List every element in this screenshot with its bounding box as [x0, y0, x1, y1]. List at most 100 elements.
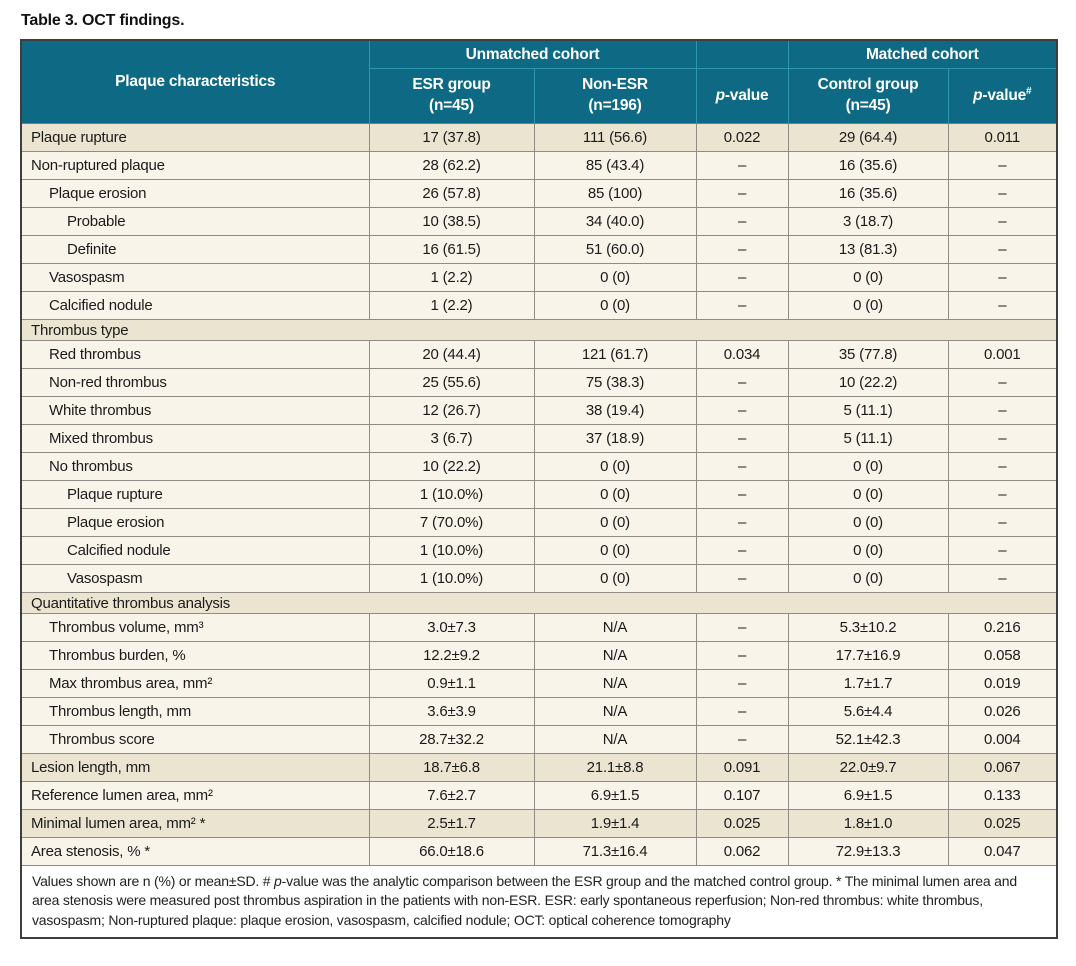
value-cell: – — [695, 207, 789, 236]
value-cell: 1.9±1.4 — [533, 809, 697, 838]
table-row: Thrombus burden, % 12.2±9.2 N/A –17.7±16.9 0… — [20, 641, 1058, 670]
value-cell: 37 (18.9) — [533, 424, 697, 453]
value-cell: 0.107 — [695, 781, 789, 810]
header-plaque-characteristics: Plaque characteristics — [20, 39, 370, 124]
header-esr-group: ESR group (n=45) — [368, 68, 535, 124]
value-cell: 0 (0) — [533, 452, 697, 481]
value-cell: 0.058 — [947, 641, 1058, 670]
table-row: Calcified nodule 1 (2.2) 0 (0) –0 (0) – — [20, 291, 1058, 320]
table-footer: Values shown are n (%) or mean±SD. # p-v… — [20, 864, 1058, 938]
value-cell: 6.9±1.5 — [533, 781, 697, 810]
row-label: Calcified nodule — [20, 291, 370, 320]
value-cell: 5.6±4.4 — [787, 697, 949, 726]
row-label: Non-red thrombus — [20, 368, 370, 397]
value-cell: – — [695, 235, 789, 264]
table-row: Probable 10 (38.5) 34 (40.0) –3 (18.7) – — [20, 207, 1058, 236]
p-value-hash-superscript: # — [1026, 85, 1032, 97]
value-cell: 5.3±10.2 — [787, 613, 949, 642]
value-cell: – — [695, 508, 789, 537]
table-row: Mixed thrombus 3 (6.7) 37 (18.9) –5 (11.1) – — [20, 424, 1058, 453]
value-cell: 0.025 — [695, 809, 789, 838]
value-cell: 0.025 — [947, 809, 1058, 838]
value-cell: 0.091 — [695, 753, 789, 782]
value-cell: – — [695, 368, 789, 397]
value-cell: 5 (11.1) — [787, 424, 949, 453]
header-non-esr: Non-ESR (n=196) — [533, 68, 697, 124]
value-cell: – — [947, 452, 1058, 481]
value-cell: 3 (6.7) — [368, 424, 535, 453]
value-cell: 0.001 — [947, 340, 1058, 369]
value-cell: 0.9±1.1 — [368, 669, 535, 698]
value-cell: 0.022 — [695, 123, 789, 152]
row-label: Lesion length, mm — [20, 753, 370, 782]
row-label: White thrombus — [20, 396, 370, 425]
value-cell: 0.133 — [947, 781, 1058, 810]
table-row: Area stenosis, % * 66.0±18.6 71.3±16.4 0.06… — [20, 837, 1058, 866]
table-row: Thrombus score 28.7±32.2 N/A –52.1±42.3 0.00… — [20, 725, 1058, 754]
value-cell: 17.7±16.9 — [787, 641, 949, 670]
value-cell: 35 (77.8) — [787, 340, 949, 369]
table-row: Calcified nodule 1 (10.0%) 0 (0) –0 (0) – — [20, 536, 1058, 565]
table-row: Plaque erosion 26 (57.8) 85 (100) –16 (35.6… — [20, 179, 1058, 208]
value-cell: 0.216 — [947, 613, 1058, 642]
value-cell: – — [695, 536, 789, 565]
value-cell: 5 (11.1) — [787, 396, 949, 425]
value-cell: 3.0±7.3 — [368, 613, 535, 642]
value-cell: 12 (26.7) — [368, 396, 535, 425]
table-row: White thrombus 12 (26.7) 38 (19.4) –5 (11.1… — [20, 396, 1058, 425]
value-cell: – — [947, 396, 1058, 425]
footnote-row: Values shown are n (%) or mean±SD. # p-v… — [20, 864, 1058, 938]
table-row: Reference lumen area, mm² 7.6±2.7 6.9±1.5 0… — [20, 781, 1058, 810]
footnote-cell: Values shown are n (%) or mean±SD. # p-v… — [20, 864, 1058, 938]
table-row: Non-red thrombus 25 (55.6) 75 (38.3) –10 (2… — [20, 368, 1058, 397]
value-cell: 26 (57.8) — [368, 179, 535, 208]
value-cell: 3.6±3.9 — [368, 697, 535, 726]
value-cell: 0 (0) — [533, 564, 697, 593]
row-label: Plaque erosion — [20, 508, 370, 537]
p-value-italic-p: p — [715, 86, 725, 104]
value-cell: 17 (37.8) — [368, 123, 535, 152]
value-cell: – — [947, 368, 1058, 397]
value-cell: 0 (0) — [787, 508, 949, 537]
oct-findings-table: Plaque characteristics Unmatched cohort … — [20, 39, 1059, 939]
value-cell: 52.1±42.3 — [787, 725, 949, 754]
value-cell: – — [695, 291, 789, 320]
table-row: Vasospasm 1 (2.2) 0 (0) –0 (0) – — [20, 263, 1058, 292]
value-cell: 16 (35.6) — [787, 151, 949, 180]
value-cell: 22.0±9.7 — [787, 753, 949, 782]
value-cell: – — [947, 179, 1058, 208]
value-cell: – — [695, 725, 789, 754]
row-label: Vasospasm — [20, 564, 370, 593]
table-header: Plaque characteristics Unmatched cohort … — [20, 39, 1058, 124]
table-row: Vasospasm 1 (10.0%) 0 (0) –0 (0) – — [20, 564, 1058, 593]
table-row: No thrombus 10 (22.2) 0 (0) –0 (0) – — [20, 452, 1058, 481]
value-cell: – — [695, 564, 789, 593]
value-cell: N/A — [533, 725, 697, 754]
value-cell: 10 (38.5) — [368, 207, 535, 236]
value-cell: 0 (0) — [533, 536, 697, 565]
row-label: Vasospasm — [20, 263, 370, 292]
value-cell: 0.004 — [947, 725, 1058, 754]
value-cell: 12.2±9.2 — [368, 641, 535, 670]
value-cell: – — [695, 179, 789, 208]
footnote-italic-p: p — [274, 873, 282, 889]
value-cell: 21.1±8.8 — [533, 753, 697, 782]
value-cell: – — [695, 641, 789, 670]
row-label: Thrombus volume, mm³ — [20, 613, 370, 642]
value-cell: – — [947, 263, 1058, 292]
header-p-value-matched: p-value# — [947, 68, 1058, 124]
value-cell: 0 (0) — [787, 291, 949, 320]
value-cell: 0 (0) — [533, 480, 697, 509]
value-cell: 0 (0) — [787, 263, 949, 292]
value-cell: 0.019 — [947, 669, 1058, 698]
value-cell: 85 (43.4) — [533, 151, 697, 180]
value-cell: 28.7±32.2 — [368, 725, 535, 754]
row-label: Probable — [20, 207, 370, 236]
value-cell: 0 (0) — [533, 508, 697, 537]
value-cell: 2.5±1.7 — [368, 809, 535, 838]
value-cell: 20 (44.4) — [368, 340, 535, 369]
table-row: Red thrombus 20 (44.4) 121 (61.7) 0.034 35 (… — [20, 340, 1058, 369]
table-row: Plaque erosion 7 (70.0%) 0 (0) –0 (0) – — [20, 508, 1058, 537]
value-cell: – — [695, 480, 789, 509]
